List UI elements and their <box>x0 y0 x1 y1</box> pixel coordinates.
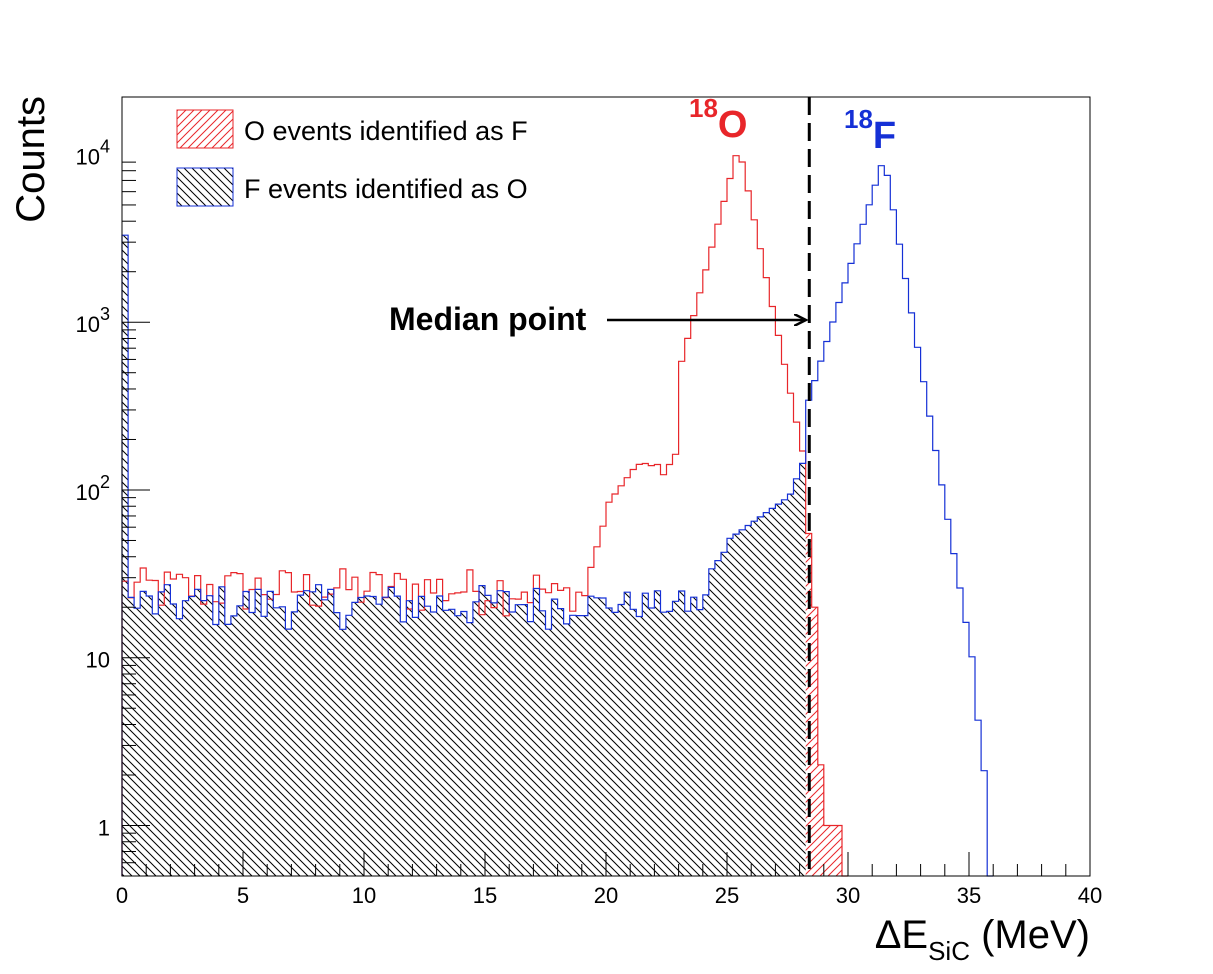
x-axis-title-subscript: SiC <box>928 936 970 966</box>
f-series-line <box>121 165 994 877</box>
peak-label-o-mass: 18 <box>689 93 718 123</box>
y-tick-label: 102 <box>76 472 111 505</box>
o-series-line <box>121 155 848 877</box>
y-tick-label-base: 10 <box>76 480 100 505</box>
peak-label-f: 18F <box>844 104 896 157</box>
f-series-hatched-area <box>122 235 806 876</box>
x-axis-title-suffix: (MeV) <box>970 913 1090 957</box>
y-tick-label: 103 <box>76 304 111 337</box>
peak-label-o-symbol: O <box>718 104 748 146</box>
median-point-label: Median point <box>389 301 587 337</box>
y-tick-label-base: 10 <box>86 648 110 673</box>
o-series-fill <box>805 533 848 876</box>
x-axis: 0 5 10 15 20 25 30 35 40 <box>116 852 1102 908</box>
y-tick-label-base: 10 <box>76 312 100 337</box>
x-tick-label: 0 <box>116 883 128 908</box>
peak-label-o: 18O <box>689 93 747 146</box>
y-tick-label-base: 1 <box>98 815 110 840</box>
x-tick-label: 40 <box>1078 883 1102 908</box>
y-tick-label: 1 <box>98 815 110 840</box>
x-tick-label: 10 <box>352 883 376 908</box>
y-tick-label-base: 10 <box>76 144 100 169</box>
legend-swatch-f <box>176 167 234 207</box>
peak-label-f-mass: 18 <box>844 104 873 134</box>
o-series-hatched-area <box>805 533 848 876</box>
f-series-fill <box>122 235 806 876</box>
y-tick-label-exponent: 2 <box>100 472 110 492</box>
y-tick-label-exponent: 3 <box>100 304 110 324</box>
y-axis-title: Counts <box>9 96 53 223</box>
legend-swatch-o <box>176 109 234 149</box>
x-tick-label: 5 <box>237 883 249 908</box>
legend-label-o: O events identified as F <box>244 116 528 146</box>
x-tick-label: 25 <box>715 883 739 908</box>
x-tick-label: 35 <box>957 883 981 908</box>
o-series-outline <box>121 155 848 877</box>
x-axis-title-prefix: ΔE <box>875 913 928 957</box>
plot-area <box>121 97 994 877</box>
x-axis-title: ΔESiC (MeV) <box>875 913 1090 966</box>
x-tick-label: 20 <box>594 883 618 908</box>
x-tick-label: 15 <box>473 883 497 908</box>
y-tick-label: 10 <box>86 648 110 673</box>
x-tick-label: 30 <box>836 883 860 908</box>
legend: O events identified as F F events identi… <box>176 109 528 207</box>
f-series-outline <box>121 165 994 877</box>
legend-label-f: F events identified as O <box>244 174 528 204</box>
y-tick-label-exponent: 4 <box>100 136 110 156</box>
y-tick-label: 104 <box>76 136 111 169</box>
peak-label-f-symbol: F <box>873 115 896 157</box>
